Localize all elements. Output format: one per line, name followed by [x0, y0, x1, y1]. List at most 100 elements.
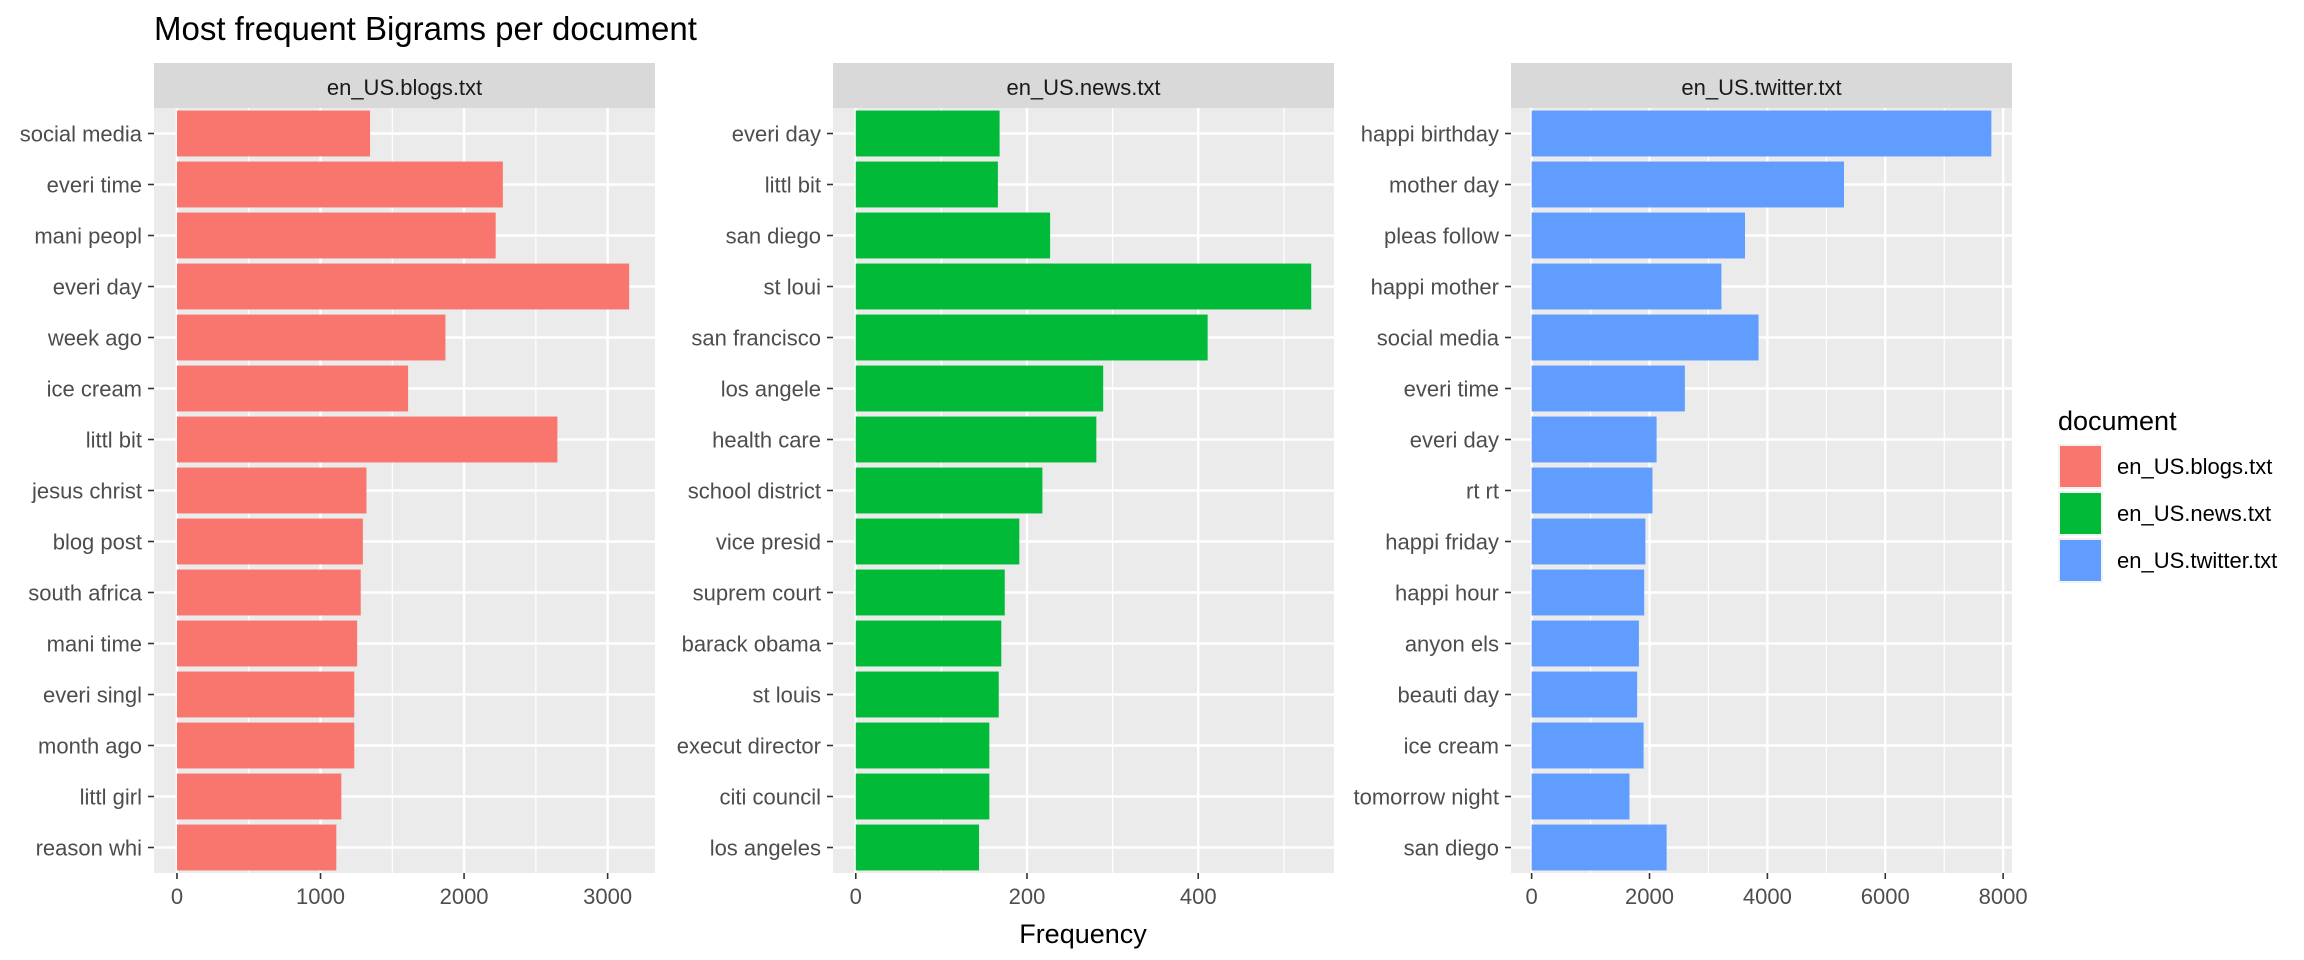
- x-tick-label: 0: [171, 884, 183, 909]
- bar: [855, 110, 1000, 157]
- panel-strip: [154, 63, 655, 108]
- category-label: st louis: [753, 683, 821, 708]
- bar: [855, 263, 1312, 310]
- category-label: everi day: [732, 122, 821, 147]
- category-label: happi mother: [1371, 275, 1499, 300]
- category-label: citi council: [720, 785, 821, 810]
- bar: [855, 416, 1097, 463]
- x-tick-label: 0: [850, 884, 862, 909]
- x-tick-label: 0: [1526, 884, 1538, 909]
- bar: [176, 824, 337, 871]
- bar: [1531, 161, 1845, 208]
- x-tick-label: 200: [1009, 884, 1046, 909]
- bar: [176, 467, 367, 514]
- category-label: los angeles: [710, 836, 821, 861]
- bar: [176, 212, 496, 259]
- chart-title: Most frequent Bigrams per document: [154, 10, 697, 47]
- legend-title: document: [2058, 406, 2177, 436]
- legend-label: en_US.blogs.txt: [2117, 454, 2272, 479]
- bar: [176, 620, 358, 667]
- category-label: week ago: [47, 326, 142, 351]
- panel-strip: [1511, 63, 2012, 108]
- bar: [176, 773, 342, 820]
- category-label: everi day: [53, 275, 142, 300]
- legend-swatch: [2060, 540, 2101, 581]
- x-tick-label: 2000: [1625, 884, 1674, 909]
- bar: [1531, 314, 1759, 361]
- category-label: beauti day: [1397, 683, 1499, 708]
- bar: [855, 824, 980, 871]
- bar: [176, 671, 355, 718]
- bar: [1531, 773, 1630, 820]
- bar: [176, 365, 409, 412]
- x-tick-label: 400: [1180, 884, 1217, 909]
- category-label: los angele: [721, 377, 821, 402]
- category-label: social media: [20, 122, 143, 147]
- category-label: st loui: [764, 275, 821, 300]
- x-tick-label: 2000: [440, 884, 489, 909]
- bar: [1531, 569, 1645, 616]
- category-label: everi time: [1404, 377, 1499, 402]
- category-label: littl bit: [765, 173, 821, 198]
- category-label: ice cream: [1404, 734, 1499, 759]
- bar: [1531, 671, 1638, 718]
- category-label: everi time: [47, 173, 142, 198]
- category-label: suprem court: [693, 581, 821, 606]
- category-label: barack obama: [682, 632, 822, 657]
- panel-strip-label: en_US.twitter.txt: [1681, 75, 1841, 100]
- category-label: reason whi: [36, 836, 142, 861]
- bar: [1531, 824, 1667, 871]
- legend-label: en_US.news.txt: [2117, 501, 2271, 526]
- category-label: vice presid: [716, 530, 821, 555]
- category-label: happi birthday: [1361, 122, 1499, 147]
- x-tick-label: 1000: [296, 884, 345, 909]
- category-label: everi day: [1410, 428, 1499, 453]
- category-label: rt rt: [1466, 479, 1499, 504]
- category-label: san diego: [1404, 836, 1499, 861]
- bar: [1531, 416, 1657, 463]
- bar: [176, 416, 558, 463]
- category-label: mani time: [47, 632, 142, 657]
- category-label: health care: [712, 428, 821, 453]
- bar: [855, 722, 990, 769]
- bar: [176, 518, 363, 565]
- category-label: blog post: [53, 530, 142, 555]
- bar: [1531, 722, 1644, 769]
- bar: [855, 212, 1051, 259]
- category-label: littl bit: [86, 428, 142, 453]
- bar: [855, 569, 1005, 616]
- category-label: san diego: [726, 224, 821, 249]
- panel-strip-label: en_US.news.txt: [1006, 75, 1160, 100]
- bar: [855, 518, 1020, 565]
- bar: [1531, 518, 1646, 565]
- x-tick-label: 3000: [583, 884, 632, 909]
- category-label: tomorrow night: [1353, 785, 1499, 810]
- bar: [176, 722, 355, 769]
- category-label: mani peopl: [34, 224, 142, 249]
- category-label: happi friday: [1385, 530, 1499, 555]
- category-label: month ago: [38, 734, 142, 759]
- panel-strip-label: en_US.blogs.txt: [327, 75, 482, 100]
- panel-strip: [833, 63, 1334, 108]
- bar: [1531, 467, 1653, 514]
- bar: [855, 161, 998, 208]
- category-label: ice cream: [47, 377, 142, 402]
- category-label: everi singl: [43, 683, 142, 708]
- bar: [855, 314, 1208, 361]
- category-label: happi hour: [1395, 581, 1499, 606]
- x-tick-label: 6000: [1861, 884, 1910, 909]
- bar: [1531, 620, 1639, 667]
- category-label: mother day: [1389, 173, 1499, 198]
- legend-swatch: [2060, 493, 2101, 534]
- bar: [176, 263, 630, 310]
- bar: [176, 110, 371, 157]
- bar: [176, 569, 361, 616]
- bar: [855, 773, 990, 820]
- category-label: san francisco: [691, 326, 821, 351]
- category-label: south africa: [28, 581, 142, 606]
